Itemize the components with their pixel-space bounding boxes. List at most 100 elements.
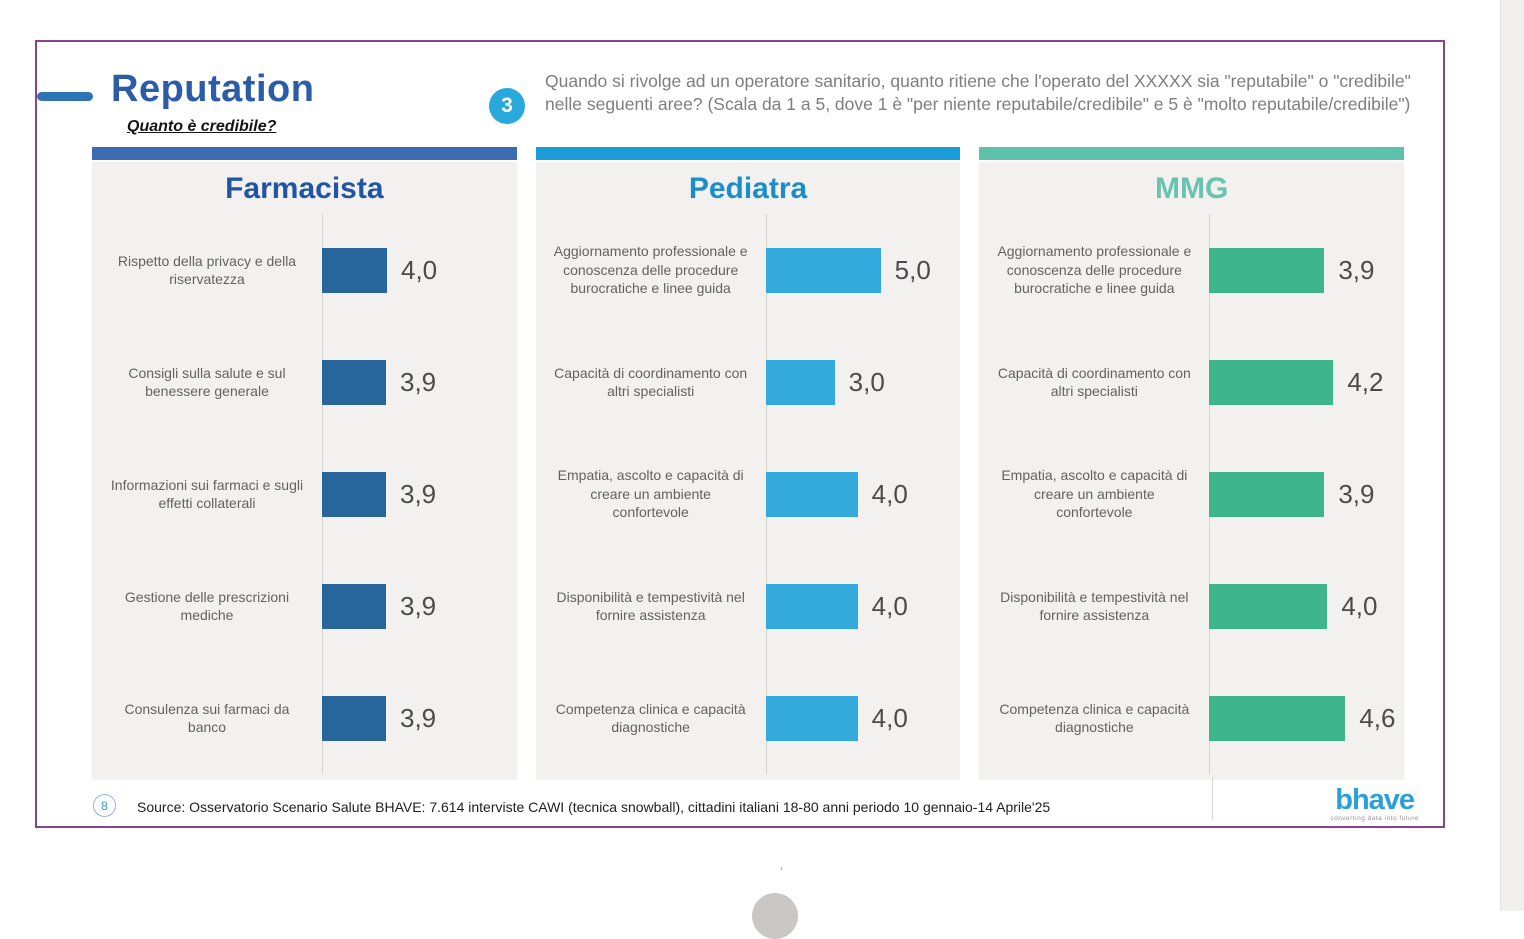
question-text: Quando si rivolge ad un operatore sanita… <box>545 71 1411 114</box>
bhave-logo: bhave converting data into future <box>1330 786 1419 823</box>
bar-row: Rispetto della privacy e della riservate… <box>92 214 517 326</box>
bar-area: 3,9 <box>322 583 517 629</box>
value-label: 3,9 <box>1338 254 1375 285</box>
scroll-indicator[interactable] <box>752 893 798 939</box>
bar-row: Aggiornamento professionale e conoscenza… <box>979 214 1404 326</box>
value-label: 4,2 <box>1347 366 1384 397</box>
category-label: Empatia, ascolto e capacità di creare un… <box>557 467 744 521</box>
bar-row: Competenza clinica e capacità diagnostic… <box>536 662 961 774</box>
bar-area: 4,0 <box>1209 583 1404 629</box>
bar-row: Disponibilità e tempestività nel fornire… <box>979 550 1404 662</box>
page-title: Reputation <box>111 68 315 110</box>
panels: Farmacista Rispetto della privacy e dell… <box>92 147 1405 780</box>
value-label: 4,0 <box>401 254 438 285</box>
bar-row: Informazioni sui farmaci e sugli effetti… <box>92 438 517 550</box>
page-subtitle: Quanto è credibile? <box>127 118 277 135</box>
slide: Reputation Quanto è credibile? 3 Quando … <box>35 40 1445 828</box>
value-label: 4,0 <box>1341 590 1378 621</box>
value-label: 4,6 <box>1359 702 1396 733</box>
panel-body: Pediatra Aggiornamento professionale e c… <box>535 162 961 780</box>
bar-area: 4,0 <box>322 247 517 293</box>
bar-rows: Rispetto della privacy e della riservate… <box>92 214 517 774</box>
value-label: 3,9 <box>400 590 437 621</box>
bar <box>322 471 386 517</box>
footer-source-text: Source: Osservatorio Scenario Salute BHA… <box>137 799 1051 815</box>
bar-area: 4,0 <box>765 695 961 741</box>
bar-area: 3,9 <box>1209 471 1404 517</box>
bar <box>1209 359 1334 405</box>
category-label: Consigli sulla salute e sul benessere ge… <box>128 364 286 399</box>
panel-farmacista: Farmacista Rispetto della privacy e dell… <box>92 147 517 780</box>
scrollbar-track[interactable] <box>1500 0 1524 911</box>
axis-line-extension <box>1212 778 1213 820</box>
title-accent-dash <box>37 92 93 101</box>
category-label: Disponibilità e tempestività nel fornire… <box>1000 588 1189 623</box>
panel-title: Farmacista <box>225 172 384 205</box>
bar <box>765 247 881 293</box>
panel-pediatra: Pediatra Aggiornamento professionale e c… <box>535 147 961 780</box>
bar-area: 3,9 <box>1209 247 1404 293</box>
category-label: Informazioni sui farmaci e sugli effetti… <box>110 476 304 511</box>
panel-header-strip <box>535 147 961 160</box>
bar-area: 4,0 <box>765 583 961 629</box>
bar-area: 4,2 <box>1209 359 1404 405</box>
bar <box>322 695 386 741</box>
stray-mark: ' <box>780 864 783 881</box>
bar-row: Empatia, ascolto e capacità di creare un… <box>536 438 961 550</box>
category-label: Consulenza sui farmaci da banco <box>124 700 290 735</box>
bar-rows: Aggiornamento professionale e conoscenza… <box>536 214 961 774</box>
value-label: 3,9 <box>1338 478 1375 509</box>
bhave-logo-text: bhave <box>1335 784 1415 816</box>
bar <box>765 583 858 629</box>
panel-mmg: MMG Aggiornamento professionale e conosc… <box>979 147 1405 780</box>
bar-area: 4,6 <box>1209 695 1404 741</box>
panel-header-strip <box>979 147 1405 160</box>
category-label: Empatia, ascolto e capacità di creare un… <box>1001 467 1188 521</box>
category-label: Aggiornamento professionale e conoscenza… <box>997 243 1192 297</box>
bar <box>765 471 858 517</box>
value-label: 3,9 <box>400 478 437 509</box>
bar <box>322 583 386 629</box>
bar <box>765 695 858 741</box>
bar-area: 3,9 <box>322 471 517 517</box>
bar-rows: Aggiornamento professionale e conoscenza… <box>979 214 1404 774</box>
category-label: Competenza clinica e capacità diagnostic… <box>999 700 1190 735</box>
bar <box>322 247 387 293</box>
category-label: Competenza clinica e capacità diagnostic… <box>555 700 746 735</box>
category-label: Aggiornamento professionale e conoscenza… <box>553 243 748 297</box>
bar-area: 3,0 <box>765 359 961 405</box>
bar <box>765 359 835 405</box>
question-number-badge: 3 <box>489 88 525 124</box>
panel-title: MMG <box>1155 172 1229 205</box>
bar-area: 4,0 <box>765 471 961 517</box>
bhave-logo-tagline: converting data into future <box>1330 815 1419 822</box>
bar <box>322 359 386 405</box>
panel-header-strip <box>92 147 517 160</box>
panel-title: Pediatra <box>688 172 808 205</box>
value-label: 3,9 <box>400 366 437 397</box>
bar-area: 3,9 <box>322 695 517 741</box>
value-label: 3,0 <box>848 366 885 397</box>
category-label: Capacità di coordinamento con altri spec… <box>997 364 1191 399</box>
bar-row: Consigli sulla salute e sul benessere ge… <box>92 326 517 438</box>
value-label: 4,0 <box>871 702 908 733</box>
category-label: Rispetto della privacy e della riservate… <box>117 252 297 287</box>
bar-row: Competenza clinica e capacità diagnostic… <box>979 662 1404 774</box>
value-label: 5,0 <box>894 254 931 285</box>
category-label: Capacità di coordinamento con altri spec… <box>554 364 748 399</box>
panel-body: MMG Aggiornamento professionale e conosc… <box>979 162 1405 780</box>
value-label: 3,9 <box>400 702 437 733</box>
value-label: 4,0 <box>871 590 908 621</box>
value-label: 4,0 <box>871 478 908 509</box>
panel-body: Farmacista Rispetto della privacy e dell… <box>92 162 517 780</box>
bar-row: Empatia, ascolto e capacità di creare un… <box>979 438 1404 550</box>
bar-row: Consulenza sui farmaci da banco 3,9 <box>92 662 517 774</box>
footer-page-number: 8 <box>93 794 116 817</box>
category-label: Disponibilità e tempestività nel fornire… <box>556 588 745 623</box>
bar-area: 3,9 <box>322 359 517 405</box>
bar <box>1209 471 1325 517</box>
bar-row: Aggiornamento professionale e conoscenza… <box>536 214 961 326</box>
bar-row: Capacità di coordinamento con altri spec… <box>536 326 961 438</box>
bar <box>1209 583 1328 629</box>
bar-area: 5,0 <box>765 247 961 293</box>
